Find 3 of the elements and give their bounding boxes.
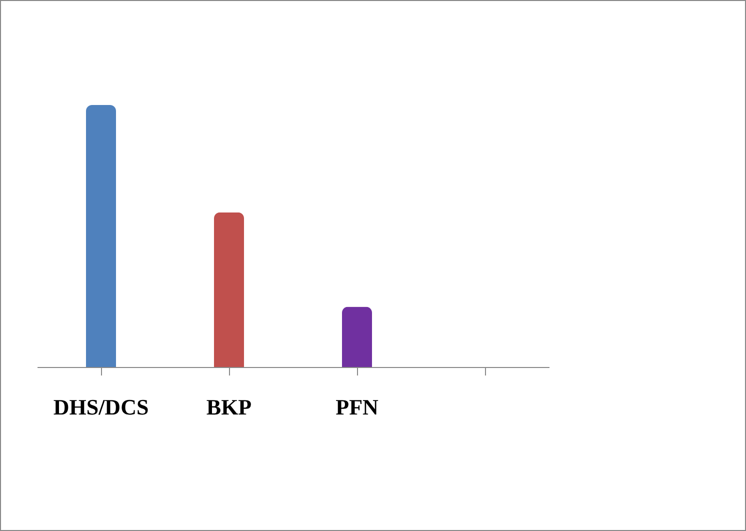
x-tick-label: BKP [206,394,252,420]
x-tick-label: DHS/DCS [53,394,149,420]
x-tick-label: PFN [336,394,378,420]
